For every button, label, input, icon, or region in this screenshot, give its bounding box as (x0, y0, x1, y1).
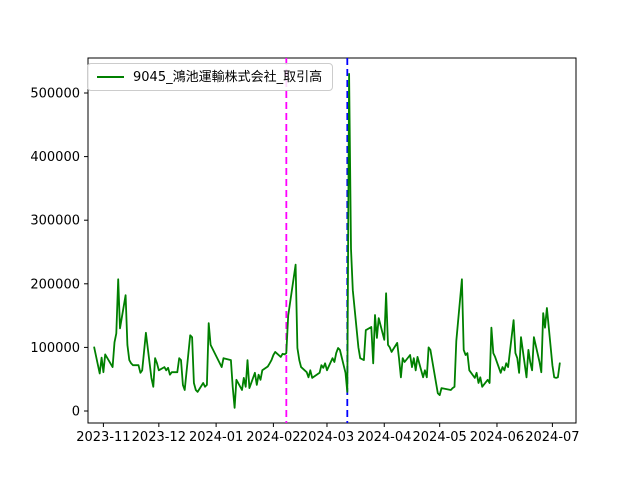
y-tick-label: 500000 (30, 87, 80, 102)
series-line (93, 73, 561, 409)
x-tick-label: 2024-05 (413, 430, 467, 445)
x-tick-label: 2024-06 (470, 430, 524, 445)
x-tick-label: 2024-01 (189, 430, 243, 445)
y-tick-label: 400000 (30, 150, 80, 165)
x-tick-label: 2024-04 (357, 430, 411, 445)
y-tick-label: 100000 (30, 341, 80, 356)
plot-frame (87, 57, 577, 424)
x-tick-label: 2023-12 (132, 430, 186, 445)
legend: 9045_鴻池運輸株式会社_取引高 (87, 63, 334, 91)
y-tick-label: 0 (72, 405, 80, 420)
legend-label: 9045_鴻池運輸株式会社_取引高 (133, 69, 323, 85)
y-tick-label: 300000 (30, 214, 80, 229)
x-tick-label: 2024-07 (525, 430, 579, 445)
y-tick-label: 200000 (30, 277, 80, 292)
x-tick-label: 2023-11 (76, 430, 130, 445)
x-tick-label: 2024-02 (246, 430, 300, 445)
x-tick-label: 2024-03 (300, 430, 354, 445)
legend-line-sample (97, 76, 124, 78)
